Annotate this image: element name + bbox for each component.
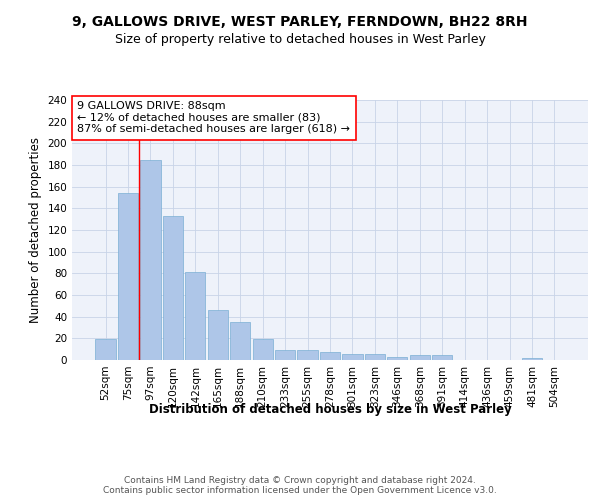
Bar (185, 272, 205, 360)
Y-axis label: Number of detached properties: Number of detached properties (29, 137, 42, 323)
Bar (230, 322, 250, 360)
Text: 9, GALLOWS DRIVE, WEST PARLEY, FERNDOWN, BH22 8RH: 9, GALLOWS DRIVE, WEST PARLEY, FERNDOWN,… (72, 15, 528, 29)
Bar (522, 358, 542, 360)
Bar (95, 340, 116, 360)
Bar (275, 350, 295, 360)
Text: Contains HM Land Registry data © Crown copyright and database right 2024.
Contai: Contains HM Land Registry data © Crown c… (103, 476, 497, 495)
Bar (320, 352, 340, 360)
Bar (298, 350, 317, 360)
Bar (140, 160, 161, 360)
Bar (163, 216, 183, 360)
Bar (365, 354, 385, 360)
Bar (387, 357, 407, 360)
Bar (410, 354, 430, 360)
Bar (208, 310, 228, 360)
Bar (432, 354, 452, 360)
Bar (343, 354, 362, 360)
Text: Size of property relative to detached houses in West Parley: Size of property relative to detached ho… (115, 32, 485, 46)
Bar (253, 340, 273, 360)
Text: Distribution of detached houses by size in West Parley: Distribution of detached houses by size … (149, 402, 511, 415)
Bar (118, 193, 138, 360)
Text: 9 GALLOWS DRIVE: 88sqm
← 12% of detached houses are smaller (83)
87% of semi-det: 9 GALLOWS DRIVE: 88sqm ← 12% of detached… (77, 102, 350, 134)
